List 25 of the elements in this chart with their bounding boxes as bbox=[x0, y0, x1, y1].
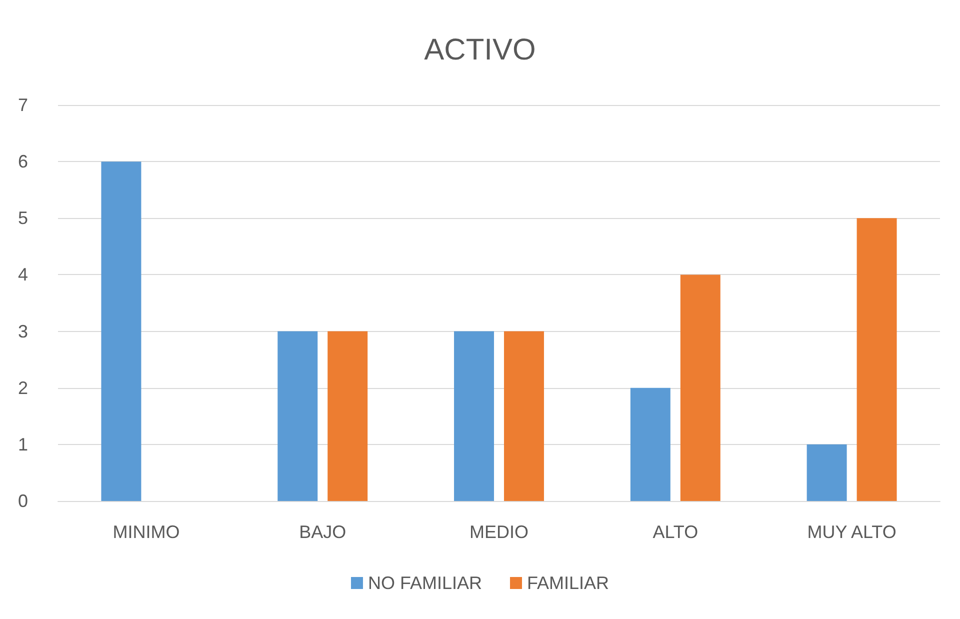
bar bbox=[680, 274, 720, 501]
bar bbox=[454, 331, 494, 501]
y-tick-label: 4 bbox=[18, 264, 28, 285]
y-tick-label: 0 bbox=[18, 491, 28, 511]
x-tick-label: MINIMO bbox=[112, 522, 180, 542]
bar bbox=[504, 331, 544, 501]
chart-title: ACTIVO bbox=[424, 34, 536, 66]
legend-label: FAMILIAR bbox=[527, 573, 610, 593]
x-tick-label: MEDIO bbox=[469, 522, 529, 542]
x-tick-label: BAJO bbox=[299, 522, 346, 542]
y-tick-label: 7 bbox=[18, 95, 28, 115]
y-tick-label: 1 bbox=[18, 434, 28, 454]
legend-label: NO FAMILIAR bbox=[368, 573, 482, 593]
bar bbox=[806, 444, 847, 501]
bar bbox=[328, 331, 368, 501]
x-tick-label: ALTO bbox=[652, 522, 698, 542]
bar bbox=[101, 162, 142, 501]
bar bbox=[630, 388, 670, 501]
y-tick-label: 6 bbox=[18, 152, 28, 172]
x-tick-label: MUY ALTO bbox=[807, 522, 896, 542]
bar bbox=[278, 331, 318, 501]
y-tick-label: 3 bbox=[18, 321, 28, 342]
y-tick-label: 2 bbox=[18, 378, 28, 398]
bar bbox=[856, 218, 897, 501]
y-tick-label: 5 bbox=[18, 208, 28, 228]
